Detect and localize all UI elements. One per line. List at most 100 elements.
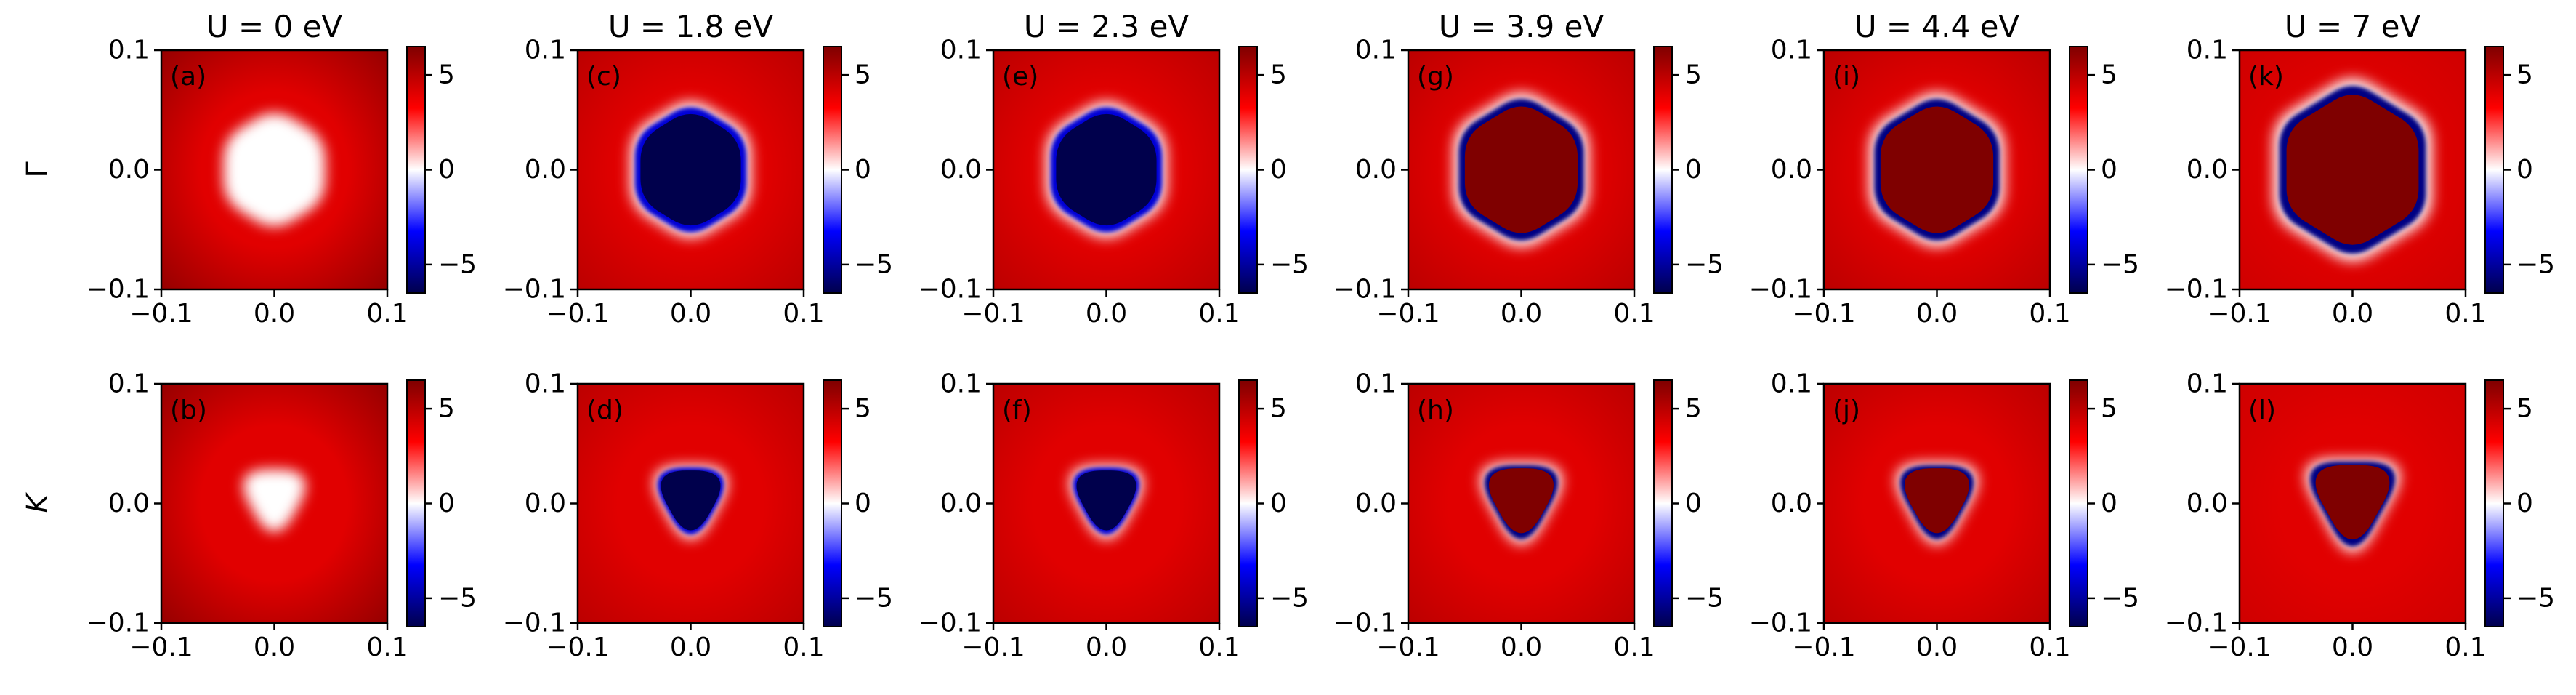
y-tick-label: 0.0: [940, 155, 982, 185]
panel-d: −0.1 0.0 0.1 0.1 0.0 −0.1 (d) 5 0 −5: [503, 369, 894, 663]
colorbar: 5 0 −5: [406, 379, 477, 627]
y-tick-label: 0.0: [1771, 155, 1812, 185]
colorbar-tick-label: −5: [438, 583, 477, 613]
colorbar: 5 0 −5: [1653, 46, 1724, 294]
x-tick-label: −0.1: [1376, 299, 1440, 329]
heatmap-image: [161, 384, 387, 623]
colorbar-tick-label: −5: [438, 249, 477, 279]
heatmap-image: [1824, 50, 2050, 289]
panel-label: (g): [1417, 62, 1454, 92]
y-tick-label: 0.0: [1771, 489, 1812, 518]
heatmap-image: [1408, 384, 1634, 623]
colorbar-tick-label: 5: [438, 60, 455, 90]
colorbar-tick-label: 0: [855, 489, 871, 518]
colorbar: 5 0 −5: [2484, 46, 2555, 294]
x-tick-label: 0.0: [1916, 632, 1958, 662]
panel-label: (c): [586, 62, 621, 92]
x-tick-label: 0.1: [783, 632, 824, 662]
x-tick-label: −0.1: [2208, 632, 2271, 662]
colorbar-tick-label: 0: [855, 155, 871, 185]
colorbar-tick-label: 5: [2101, 394, 2117, 424]
panel-g: −0.1 0.0 0.1 0.1 0.0 −0.1 (g) U = 3.9 eV 5 0 −5: [1333, 9, 1724, 329]
x-tick-label: 0.0: [670, 632, 711, 662]
colorbar-tick-label: 5: [2516, 60, 2533, 90]
panel-k: −0.1 0.0 0.1 0.1 0.0 −0.1 (k)U = 7 eV 5 0 −5: [2165, 9, 2556, 329]
y-tick-label: −0.1: [1749, 275, 1812, 305]
colorbar: 5 0 −5: [2069, 379, 2139, 627]
y-tick-label: 0.0: [1355, 155, 1397, 185]
x-tick-label: −0.1: [2208, 299, 2271, 329]
x-tick-label: 0.1: [2029, 299, 2070, 329]
colorbar-tick-label: −5: [1270, 583, 1309, 613]
y-tick-label: 0.1: [940, 36, 982, 65]
panel-label: (j): [1833, 395, 1860, 425]
panel-e: −0.1 0.0 0.1 0.1 0.0 −0.1 (e) U = 2.3 eV 5 0 −5: [918, 9, 1309, 329]
x-tick-label: 0.0: [1086, 299, 1127, 329]
y-tick-label: −0.1: [503, 608, 566, 638]
colorbar-tick-label: 5: [2101, 60, 2117, 90]
panel-label: (f): [1002, 395, 1032, 425]
x-tick-label: 0.1: [1613, 299, 1655, 329]
colorbar: 5 0 −5: [2069, 46, 2139, 294]
y-tick-label: 0.0: [108, 155, 150, 185]
panel-c: −0.1 0.0 0.1 0.1 0.0 −0.1 (c) U = 1.8 eV 5 0 −5: [503, 9, 894, 329]
heatmap-image: [993, 50, 1219, 289]
panel-label: (d): [586, 395, 623, 425]
panel-j: −0.1 0.0 0.1 0.1 0.0 −0.1 (j) 5 0 −5: [1749, 369, 2140, 663]
x-tick-label: 0.1: [1198, 632, 1240, 662]
colorbar-tick-label: −5: [1270, 249, 1309, 279]
panel-label: (l): [2248, 395, 2276, 425]
colorbar-tick-label: −5: [1685, 583, 1724, 613]
y-tick-label: 0.1: [525, 36, 566, 65]
y-tick-label: 0.0: [940, 489, 982, 518]
x-tick-label: 0.0: [670, 299, 711, 329]
y-tick-label: 0.1: [1355, 36, 1397, 65]
x-tick-label: 0.1: [366, 632, 408, 662]
colorbar-tick-label: 0: [438, 155, 455, 185]
panel-title: U = 0 eV: [206, 9, 343, 44]
x-tick-label: −0.1: [1376, 632, 1440, 662]
panel-label: (h): [1417, 395, 1454, 425]
y-tick-label: 0.0: [108, 489, 150, 518]
panel-title: U = 2.3 eV: [1024, 9, 1190, 44]
panel-label: (k): [2248, 62, 2284, 92]
x-tick-label: −0.1: [129, 632, 193, 662]
row-label-k: K: [21, 492, 54, 513]
panel-l: −0.1 0.0 0.1 0.1 0.0 −0.1 (l) 5 0 −5: [2165, 369, 2556, 663]
colorbar-tick-label: 5: [1685, 394, 1702, 424]
colorbar-tick-label: −5: [2101, 249, 2139, 279]
x-tick-label: 0.0: [1086, 632, 1127, 662]
colorbar: 5 0 −5: [823, 46, 893, 294]
y-tick-label: 0.1: [108, 369, 150, 399]
y-tick-label: −0.1: [1333, 275, 1397, 305]
x-tick-label: −0.1: [129, 299, 193, 329]
heatmap-image: [2240, 384, 2466, 623]
colorbar: 5 0 −5: [1238, 379, 1309, 627]
y-tick-label: 0.1: [108, 36, 150, 65]
colorbar-tick-label: 0: [1685, 489, 1702, 518]
heatmap-image: [161, 50, 387, 289]
colorbar-tick-label: −5: [855, 249, 893, 279]
x-tick-label: 0.0: [254, 299, 295, 329]
x-tick-label: 0.0: [2332, 299, 2373, 329]
colorbar-tick-label: −5: [2101, 583, 2139, 613]
panel-grid: −0.1 0.0 0.1 0.1 0.0 −0.1 (a)U = 0 eV 5 0 −5 −0.1 0…: [86, 9, 2556, 662]
x-tick-label: 0.1: [1613, 632, 1655, 662]
heatmap-image: [993, 384, 1219, 623]
y-tick-label: 0.1: [1771, 369, 1812, 399]
row-label-gamma: Γ: [21, 161, 54, 178]
heatmap-image: [1408, 50, 1634, 289]
x-tick-label: 0.0: [1501, 299, 1542, 329]
colorbar-tick-label: −5: [855, 583, 893, 613]
y-tick-label: 0.0: [2187, 489, 2228, 518]
colorbar-tick-label: 0: [2516, 489, 2533, 518]
colorbar-tick-label: 5: [1270, 394, 1287, 424]
panel-b: −0.1 0.0 0.1 0.1 0.0 −0.1 (b) 5 0 −5: [86, 369, 477, 663]
colorbar-tick-label: 0: [2101, 155, 2117, 185]
x-tick-label: −0.1: [1792, 632, 1855, 662]
heatmap-image: [578, 50, 804, 289]
y-tick-label: 0.1: [2187, 36, 2228, 65]
colorbar-tick-label: −5: [1685, 249, 1724, 279]
colorbar: 5 0 −5: [1238, 46, 1309, 294]
